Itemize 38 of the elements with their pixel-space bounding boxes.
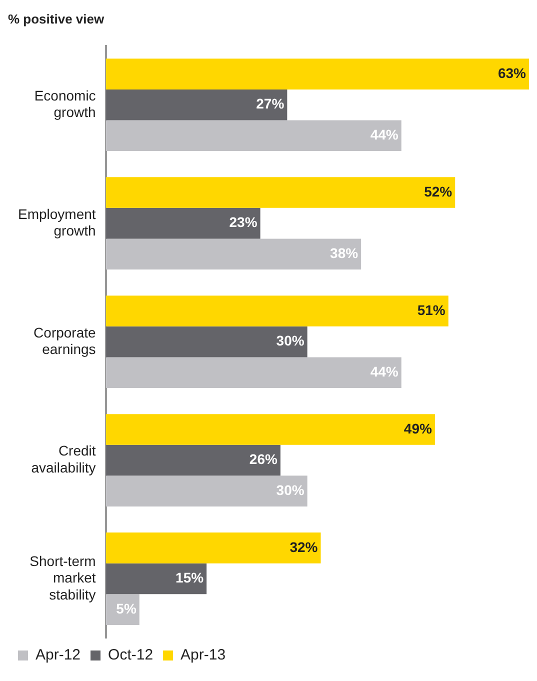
data-label: 38%: [330, 244, 359, 261]
data-label: 23%: [229, 214, 258, 230]
data-label: 30%: [276, 482, 305, 498]
bar: [106, 414, 435, 445]
y-tick-label: Short-term market stability: [30, 552, 96, 602]
bar: [106, 89, 288, 120]
bar: [106, 357, 402, 388]
data-label: 27%: [256, 96, 285, 112]
bar: [106, 444, 280, 476]
bar: [106, 238, 362, 270]
data-label: 52%: [424, 183, 453, 200]
legend-label: Apr-12: [36, 646, 81, 664]
data-label: 44%: [370, 126, 399, 143]
data-label: 15%: [176, 570, 204, 586]
bar: [106, 563, 207, 594]
bar: [106, 177, 456, 208]
data-label: 26%: [249, 451, 278, 468]
data-label: 32%: [290, 538, 318, 555]
bar: [106, 476, 308, 506]
bar: [106, 326, 308, 358]
data-label: 49%: [404, 420, 432, 436]
legend-label: Apr-13: [180, 646, 226, 664]
y-tick-label: Credit availability: [31, 442, 96, 476]
legend-label: Oct-12: [108, 646, 154, 664]
y-tick-label: Economic growth: [34, 87, 96, 120]
data-label: 30%: [276, 332, 305, 349]
data-label: 5%: [116, 600, 137, 616]
bar: [106, 532, 321, 564]
data-label: 51%: [417, 302, 446, 318]
y-tick-label: Corporate earnings: [34, 324, 96, 358]
chart-title: % positive view: [8, 11, 105, 26]
y-tick-label: Employment growth: [18, 206, 96, 239]
data-label: 63%: [498, 64, 527, 81]
bar: [106, 208, 260, 239]
bar: [106, 58, 529, 90]
bar: [106, 296, 448, 326]
data-label: 44%: [370, 363, 399, 380]
bar: [106, 120, 402, 152]
